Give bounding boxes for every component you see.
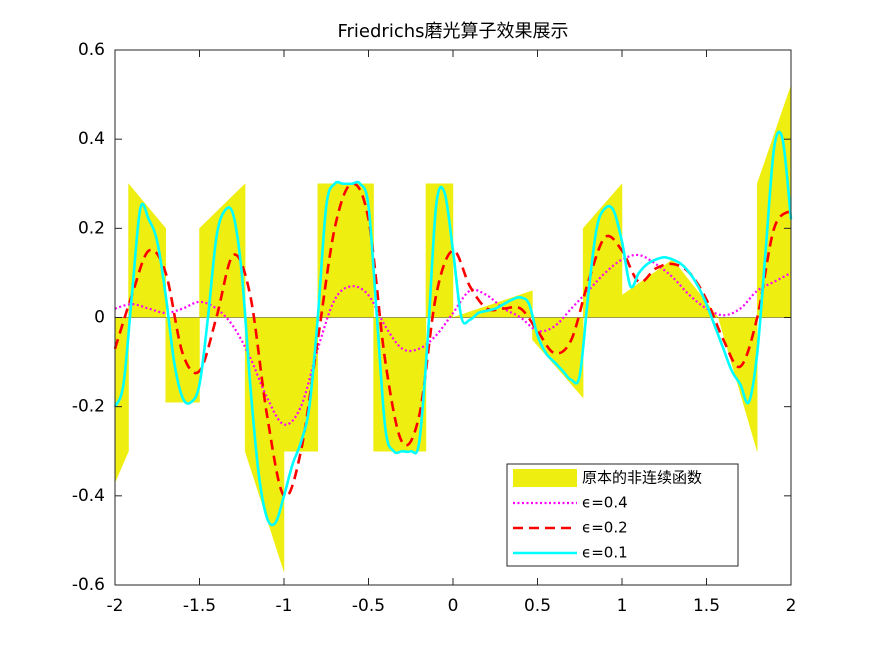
- y-tick-label: -0.4: [72, 486, 105, 506]
- legend-label: ϵ=0.1: [582, 544, 628, 562]
- x-tick-label: -1: [276, 596, 293, 616]
- x-tick-label: 1: [617, 596, 628, 616]
- x-tick-label: -1.5: [183, 596, 216, 616]
- series-line: [114, 253, 792, 426]
- legend-label: ϵ=0.4: [582, 494, 628, 512]
- legend-label: 原本的非连续函数: [582, 469, 702, 487]
- x-tick-label: 0: [448, 596, 459, 616]
- x-tick-label: -0.5: [352, 596, 385, 616]
- y-tick-label: -0.2: [72, 397, 105, 417]
- x-tick-label: 1.5: [693, 596, 720, 616]
- x-tick-label: -2: [107, 596, 124, 616]
- legend-swatch: [513, 469, 577, 487]
- chart-title: Friedrichs磨光算子效果展示: [337, 21, 568, 42]
- x-tick-label: 2: [786, 596, 797, 616]
- y-tick-label: 0.6: [78, 40, 105, 60]
- series-line: [113, 130, 793, 527]
- y-tick-label: 0: [94, 308, 105, 328]
- y-tick-label: 0.4: [78, 129, 105, 149]
- legend: 原本的非连续函数 ϵ=0.4 ϵ=0.2 ϵ=0.1: [506, 463, 739, 567]
- x-tick-label: 0.5: [524, 596, 551, 616]
- series-line: [113, 182, 792, 498]
- y-tick-label: -0.6: [72, 575, 105, 595]
- y-tick-label: 0.2: [78, 218, 105, 238]
- legend-label: ϵ=0.2: [582, 519, 628, 537]
